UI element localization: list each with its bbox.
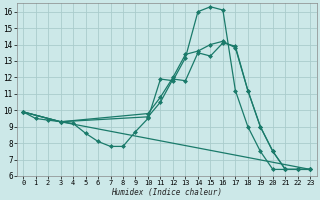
X-axis label: Humidex (Indice chaleur): Humidex (Indice chaleur): [111, 188, 222, 197]
